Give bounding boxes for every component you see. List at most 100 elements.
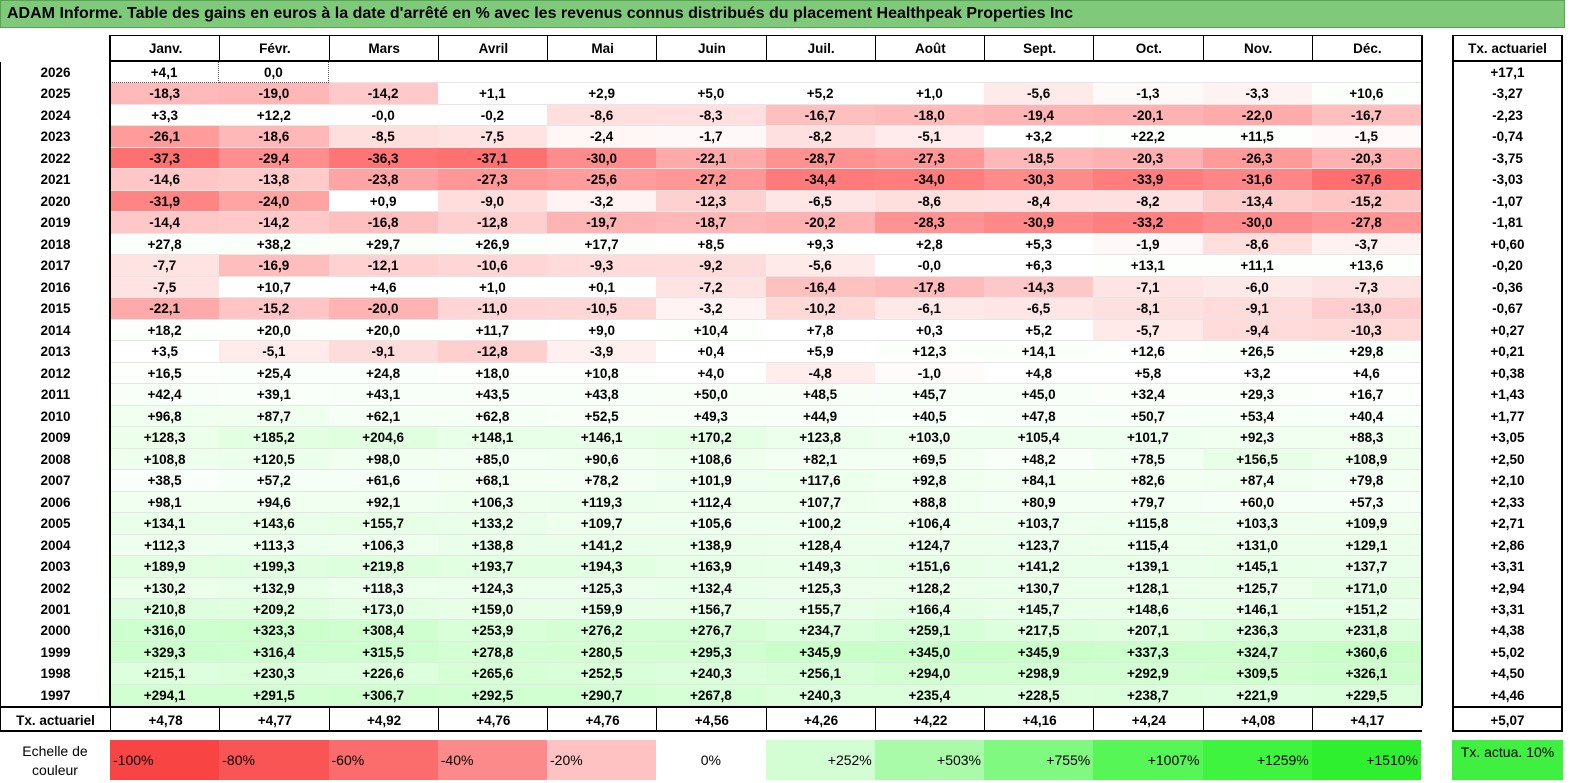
table-cell: +345,0	[874, 641, 984, 664]
rate-cell: +4,46	[1452, 684, 1563, 707]
table-cell: +18,2	[110, 319, 220, 342]
table-cell: -20,1	[1093, 104, 1203, 127]
table-cell: +43,8	[547, 384, 657, 406]
table-cell: +87,4	[1202, 470, 1312, 492]
rate-cell: -1,81	[1452, 212, 1563, 234]
table-cell: +123,8	[765, 427, 875, 449]
legend-rate-note: Tx. actua. 10%	[1452, 740, 1563, 780]
table-cell: +115,8	[1093, 513, 1203, 535]
year-label: 2023	[0, 126, 110, 148]
legend-label: Echelle de couleur	[22, 743, 88, 778]
table-cell: -4,8	[765, 362, 875, 385]
table-cell: +139,1	[1093, 556, 1203, 578]
table-cell: -23,8	[328, 169, 438, 191]
table-cell: +13,1	[1093, 255, 1203, 277]
legend-swatch: -100%	[110, 740, 220, 780]
column-header: Août	[874, 35, 985, 62]
footer-cell: +4,92	[328, 706, 439, 733]
table-cell: -1,5	[1311, 126, 1421, 148]
table-cell: +92,1	[328, 491, 438, 514]
table-cell: -6,5	[984, 298, 1094, 320]
column-header: Mars	[328, 35, 439, 62]
table-cell: +62,1	[328, 405, 438, 428]
footer-cell: +4,26	[765, 706, 876, 733]
table-cell: +133,2	[437, 513, 547, 535]
table-cell	[1093, 62, 1203, 84]
table-cell: +53,4	[1202, 405, 1312, 428]
table-cell: +88,3	[1311, 427, 1421, 449]
table-cell: +215,1	[110, 663, 220, 685]
table-cell: +306,7	[328, 684, 438, 707]
table-cell: +149,3	[765, 556, 875, 578]
table-cell: -6,5	[765, 190, 875, 213]
table-cell: +112,4	[656, 491, 766, 514]
table-cell: -7,5	[437, 126, 547, 148]
table-cell: +84,1	[984, 470, 1094, 492]
table-cell: +5,9	[765, 341, 875, 363]
table-cell: +4,0	[656, 362, 766, 385]
footer-cell: +4,17	[1311, 706, 1422, 733]
table-cell: -6,1	[874, 298, 984, 320]
year-label: 2006	[0, 491, 110, 514]
table-cell: +235,4	[874, 684, 984, 707]
table-cell: +2,9	[547, 83, 657, 105]
table-cell: +18,0	[437, 362, 547, 385]
legend-swatch: +755%	[984, 740, 1094, 780]
table-cell: 0,0	[219, 62, 329, 84]
table-cell: -16,8	[328, 212, 438, 234]
table-cell: +47,8	[984, 405, 1094, 428]
year-label: 2022	[0, 147, 110, 170]
table-cell: +189,9	[110, 556, 220, 578]
legend-swatch: 0%	[656, 740, 766, 780]
table-cell: +0,9	[328, 190, 438, 213]
table-cell: -33,9	[1093, 169, 1203, 191]
table-cell: +4,6	[328, 276, 438, 299]
table-cell: -34,4	[765, 169, 875, 191]
table-cell: +1,0	[437, 276, 547, 299]
table-cell: +326,1	[1311, 663, 1421, 685]
table-cell: +125,7	[1202, 577, 1312, 599]
table-cell: +82,6	[1093, 470, 1203, 492]
year-label: 2008	[0, 448, 110, 471]
table-cell: +57,3	[1311, 491, 1421, 514]
footer-cell: +4,08	[1202, 706, 1313, 733]
table-cell: -22,1	[656, 147, 766, 170]
table-cell: -7,1	[1093, 276, 1203, 299]
table-cell: +159,0	[437, 599, 547, 621]
table-cell: +69,5	[874, 448, 984, 471]
table-cell	[328, 62, 438, 84]
table-cell: +49,3	[656, 405, 766, 428]
year-label: 2004	[0, 534, 110, 557]
year-label: 2002	[0, 577, 110, 599]
table-cell: +112,3	[110, 534, 220, 557]
table-cell: +105,4	[984, 427, 1094, 449]
table-cell: +226,6	[328, 663, 438, 685]
table-cell: -9,1	[328, 341, 438, 363]
table-cell: -8,6	[1202, 233, 1312, 256]
table-cell: -14,4	[110, 212, 220, 234]
table-cell: +117,6	[765, 470, 875, 492]
table-cell: +267,8	[656, 684, 766, 707]
table-cell: +252,5	[547, 663, 657, 685]
table-cell: +2,8	[874, 233, 984, 256]
table-cell: +166,4	[874, 599, 984, 621]
year-label: 2007	[0, 470, 110, 492]
table-cell: +4,6	[1311, 362, 1421, 385]
footer-cell: +4,24	[1093, 706, 1204, 733]
year-label: 2012	[0, 362, 110, 385]
table-cell: -12,8	[437, 212, 547, 234]
table-cell: +129,1	[1311, 534, 1421, 557]
table-cell: +79,7	[1093, 491, 1203, 514]
table-cell: +229,5	[1311, 684, 1421, 707]
table-cell: +159,9	[547, 599, 657, 621]
table-cell: +5,8	[1093, 362, 1203, 385]
rate-cell: -3,27	[1452, 83, 1563, 105]
footer-cell: +4,78	[110, 706, 221, 733]
year-label: 2015	[0, 298, 110, 320]
table-cell: -19,4	[984, 104, 1094, 127]
table-cell: +309,5	[1202, 663, 1312, 685]
table-cell: +92,3	[1202, 427, 1312, 449]
year-label: 2011	[0, 384, 110, 406]
table-cell: +38,5	[110, 470, 220, 492]
